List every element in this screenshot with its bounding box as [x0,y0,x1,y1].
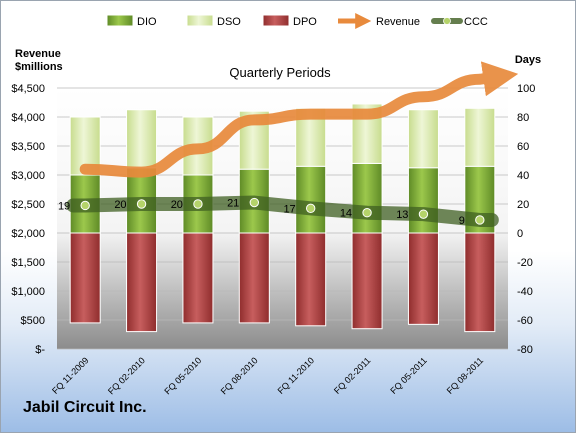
ccc-data-label: 14 [340,208,352,220]
ccc-point [305,203,316,214]
left-tick-label: $3,500 [11,141,45,153]
left-tick-label: $4,500 [11,83,45,95]
legend-label: Revenue [376,16,420,28]
legend-swatch-dio [106,14,134,27]
ccc-point [249,197,260,208]
left-tick-label: $- [35,344,45,356]
bar-dpo [126,232,158,333]
right-axis-label: Days [515,54,541,66]
left-tick-label: $1,000 [11,286,45,298]
x-tick-label: FQ 11-2009 [50,355,91,396]
right-tick-label: 80 [517,112,529,124]
bar-dso [407,109,439,169]
company-name: Jabil Circuit Inc. [23,399,147,416]
legend-label: CCC [464,16,488,28]
ccc-data-label: 19 [58,200,70,212]
ccc-data-label: 9 [459,215,465,227]
right-tick-label: 100 [517,83,535,95]
left-tick-label: $500 [21,315,45,327]
right-tick-label: 60 [517,141,529,153]
legend-label: DSO [217,16,241,28]
right-tick-label: -60 [517,315,533,327]
bar-dio [351,162,383,234]
right-tick-label: 40 [517,170,529,182]
ccc-data-label: 21 [227,198,239,210]
ccc-data-label: 20 [171,199,183,211]
legend-label: DPO [293,16,317,28]
legend-marker-ccc [443,17,451,25]
right-tick-label: -80 [517,344,533,356]
x-tick-label: FQ 08-2010 [219,355,260,396]
right-tick-label: 0 [517,228,523,240]
right-tick-label: -20 [517,257,533,269]
right-tick-label: 20 [517,199,529,211]
left-tick-label: $2,000 [11,228,45,240]
left-tick-label: $4,000 [11,112,45,124]
left-tick-label: $2,500 [11,199,45,211]
bar-dso [126,109,158,169]
x-tick-label: FQ 05-2010 [162,355,203,396]
x-tick-label: FQ 08-2011 [445,355,486,396]
left-tick-label: $1,500 [11,257,45,269]
bar-dpo [407,232,439,325]
left-axis-label-line1: Revenue [15,48,61,60]
legend-swatch-dpo [262,14,290,27]
bar-dpo [295,232,327,327]
ccc-point [475,215,485,225]
revenue-line [79,61,519,178]
ccc-point [418,209,429,219]
x-tick-label: FQ 11-2010 [276,355,317,396]
legend-swatch-dso [186,14,214,27]
ccc-point [136,199,147,209]
x-tick-label: FQ 02-2011 [332,355,373,396]
bar-dpo [464,232,496,333]
left-tick-label: $3,000 [11,170,45,182]
bar-dpo [351,232,383,330]
legend-label: DIO [137,16,157,28]
chart-title: Quarterly Periods [229,65,331,80]
ccc-point [193,199,203,209]
bar-dio [295,165,327,234]
lines-group: 19 20 20 21 17 14 13 9 [58,61,519,227]
ccc-data-label: 17 [283,203,295,215]
ccc-point [80,200,90,211]
bar-dio [407,167,439,234]
bar-dpo [238,232,270,324]
ccc-line [66,195,499,227]
ccc-point [362,208,372,218]
x-tick-label: FQ 02-2010 [106,355,147,396]
ccc-data-label: 13 [396,209,408,221]
bar-dpo [182,232,214,324]
left-axis-label-line2: $millions [15,61,63,73]
bar-dpo [69,232,101,324]
ccc-data-label: 20 [114,199,126,211]
right-tick-label: -40 [517,286,533,298]
bar-dso [464,107,496,167]
legend: DIO DSO DPO Revenue CCC [106,12,488,30]
x-tick-label: FQ 05-2011 [388,355,429,396]
